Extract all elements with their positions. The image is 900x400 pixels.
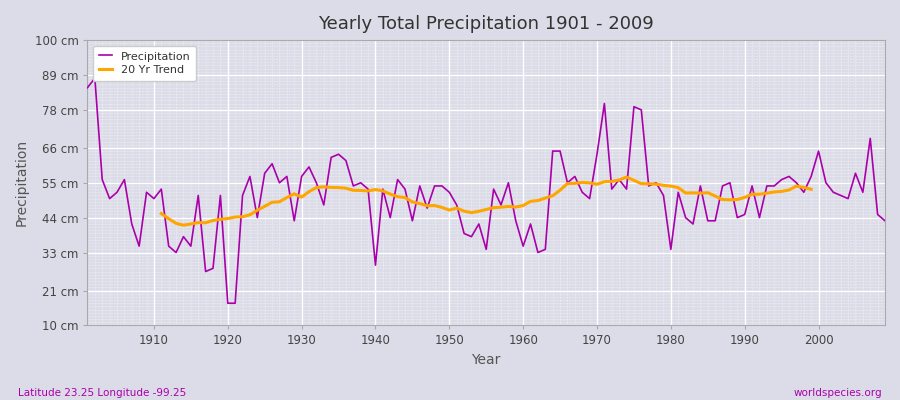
Precipitation	[621, 187, 632, 192]
Precipitation	[525, 222, 535, 226]
20 Yr Trend	[496, 205, 507, 210]
20 Yr Trend	[621, 175, 632, 180]
20 Yr Trend	[156, 211, 166, 216]
X-axis label: Year: Year	[472, 353, 501, 367]
20 Yr Trend	[747, 192, 758, 197]
Precipitation	[879, 218, 890, 223]
Text: worldspecies.org: worldspecies.org	[794, 388, 882, 398]
Precipitation	[533, 250, 544, 255]
20 Yr Trend	[245, 212, 256, 217]
Precipitation	[82, 85, 93, 90]
Precipitation	[89, 76, 100, 80]
20 Yr Trend	[230, 215, 240, 220]
Title: Yearly Total Precipitation 1901 - 2009: Yearly Total Precipitation 1901 - 2009	[319, 15, 654, 33]
Y-axis label: Precipitation: Precipitation	[15, 139, 29, 226]
Precipitation	[148, 196, 159, 201]
20 Yr Trend	[178, 223, 189, 228]
20 Yr Trend	[806, 187, 816, 192]
Legend: Precipitation, 20 Yr Trend: Precipitation, 20 Yr Trend	[93, 46, 196, 81]
Precipitation	[319, 202, 329, 207]
Line: Precipitation: Precipitation	[87, 78, 885, 303]
Line: 20 Yr Trend: 20 Yr Trend	[161, 177, 811, 225]
20 Yr Trend	[414, 201, 425, 206]
Precipitation	[222, 301, 233, 306]
20 Yr Trend	[296, 195, 307, 200]
Text: Latitude 23.25 Longitude -99.25: Latitude 23.25 Longitude -99.25	[18, 388, 186, 398]
Precipitation	[363, 187, 374, 192]
